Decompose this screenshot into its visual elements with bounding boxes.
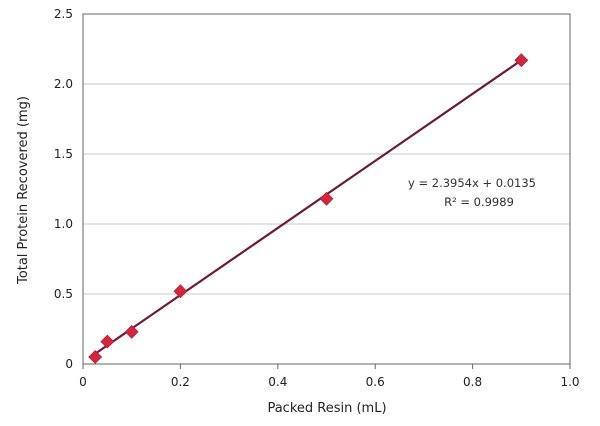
trendline-equation: y = 2.3954x + 0.0135 xyxy=(408,176,536,190)
plot-frame xyxy=(82,13,571,365)
y-tick-label: 1.5 xyxy=(54,147,73,161)
y-tick-label: 2.0 xyxy=(54,77,73,91)
data-point-diamond xyxy=(100,334,115,349)
y-tick-labels: 0 0.5 1.0 1.5 2.0 2.5 xyxy=(54,7,73,371)
data-point-diamond xyxy=(173,284,188,299)
y-tick-label: 2.5 xyxy=(54,7,73,21)
data-point-diamond xyxy=(88,350,103,364)
x-tick-labels: 0 0.2 0.4 0.6 0.8 1.0 xyxy=(79,364,580,389)
trendline xyxy=(94,59,522,355)
x-tick-label: 0.6 xyxy=(366,375,385,389)
data-point-diamond xyxy=(124,324,139,339)
y-tick-label: 0.5 xyxy=(54,287,73,301)
gridlines xyxy=(83,83,570,295)
x-tick-label: 0.2 xyxy=(171,375,190,389)
x-tick-label: 0.8 xyxy=(463,375,482,389)
x-tick-label: 0.4 xyxy=(268,375,287,389)
r-squared-label: R² = 0.9989 xyxy=(444,195,514,209)
plot-area-border xyxy=(82,13,571,365)
x-tick-label: 0 xyxy=(79,375,87,389)
x-axis-title: Packed Resin (mL) xyxy=(267,401,386,416)
data-points xyxy=(88,53,529,364)
data-point-diamond xyxy=(319,191,334,206)
y-tick-label: 0 xyxy=(65,357,73,371)
data-point-diamond xyxy=(514,53,529,68)
x-tick-label: 1.0 xyxy=(560,375,579,389)
y-tick-label: 1.0 xyxy=(54,217,73,231)
y-axis-title: Total Protein Recovered (mg) xyxy=(16,96,31,285)
